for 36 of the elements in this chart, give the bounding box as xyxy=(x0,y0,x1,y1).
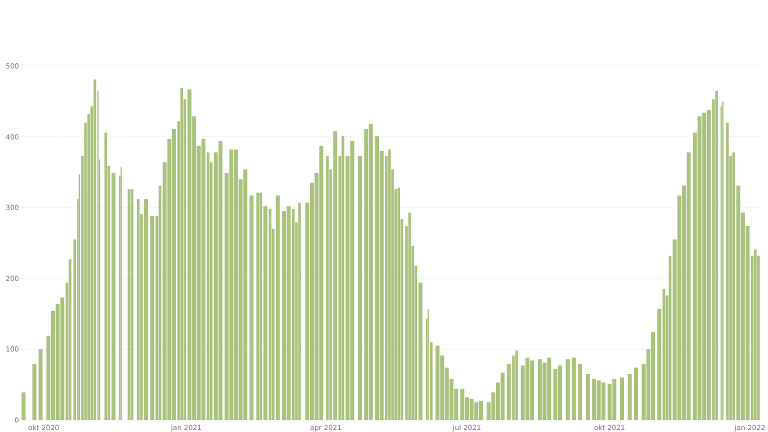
bar xyxy=(276,196,280,420)
bar xyxy=(754,249,757,420)
bar xyxy=(68,259,72,420)
bar xyxy=(586,374,590,420)
bar xyxy=(201,138,206,420)
bar xyxy=(38,349,43,420)
bar xyxy=(333,131,338,420)
bar xyxy=(22,392,26,420)
bar xyxy=(578,364,582,420)
bar xyxy=(715,90,718,420)
bar xyxy=(32,364,36,420)
bar xyxy=(592,378,596,420)
bar xyxy=(388,150,391,420)
bar xyxy=(298,202,301,420)
bar xyxy=(104,132,108,420)
bar xyxy=(397,188,400,420)
bar xyxy=(249,196,254,420)
bar xyxy=(726,122,729,420)
bar xyxy=(601,382,606,420)
bar xyxy=(136,199,140,420)
bar xyxy=(515,350,518,420)
bar xyxy=(634,368,638,420)
bar xyxy=(358,156,362,420)
bar xyxy=(180,88,184,420)
bar xyxy=(94,79,96,420)
bar xyxy=(326,156,329,420)
bar xyxy=(408,212,411,420)
bar xyxy=(130,189,134,420)
bar xyxy=(218,141,222,420)
bar xyxy=(144,199,148,420)
bar xyxy=(256,192,259,420)
bar xyxy=(572,358,576,420)
bar xyxy=(375,136,380,420)
bar xyxy=(620,378,624,420)
bar xyxy=(478,400,483,420)
bar xyxy=(128,189,130,420)
